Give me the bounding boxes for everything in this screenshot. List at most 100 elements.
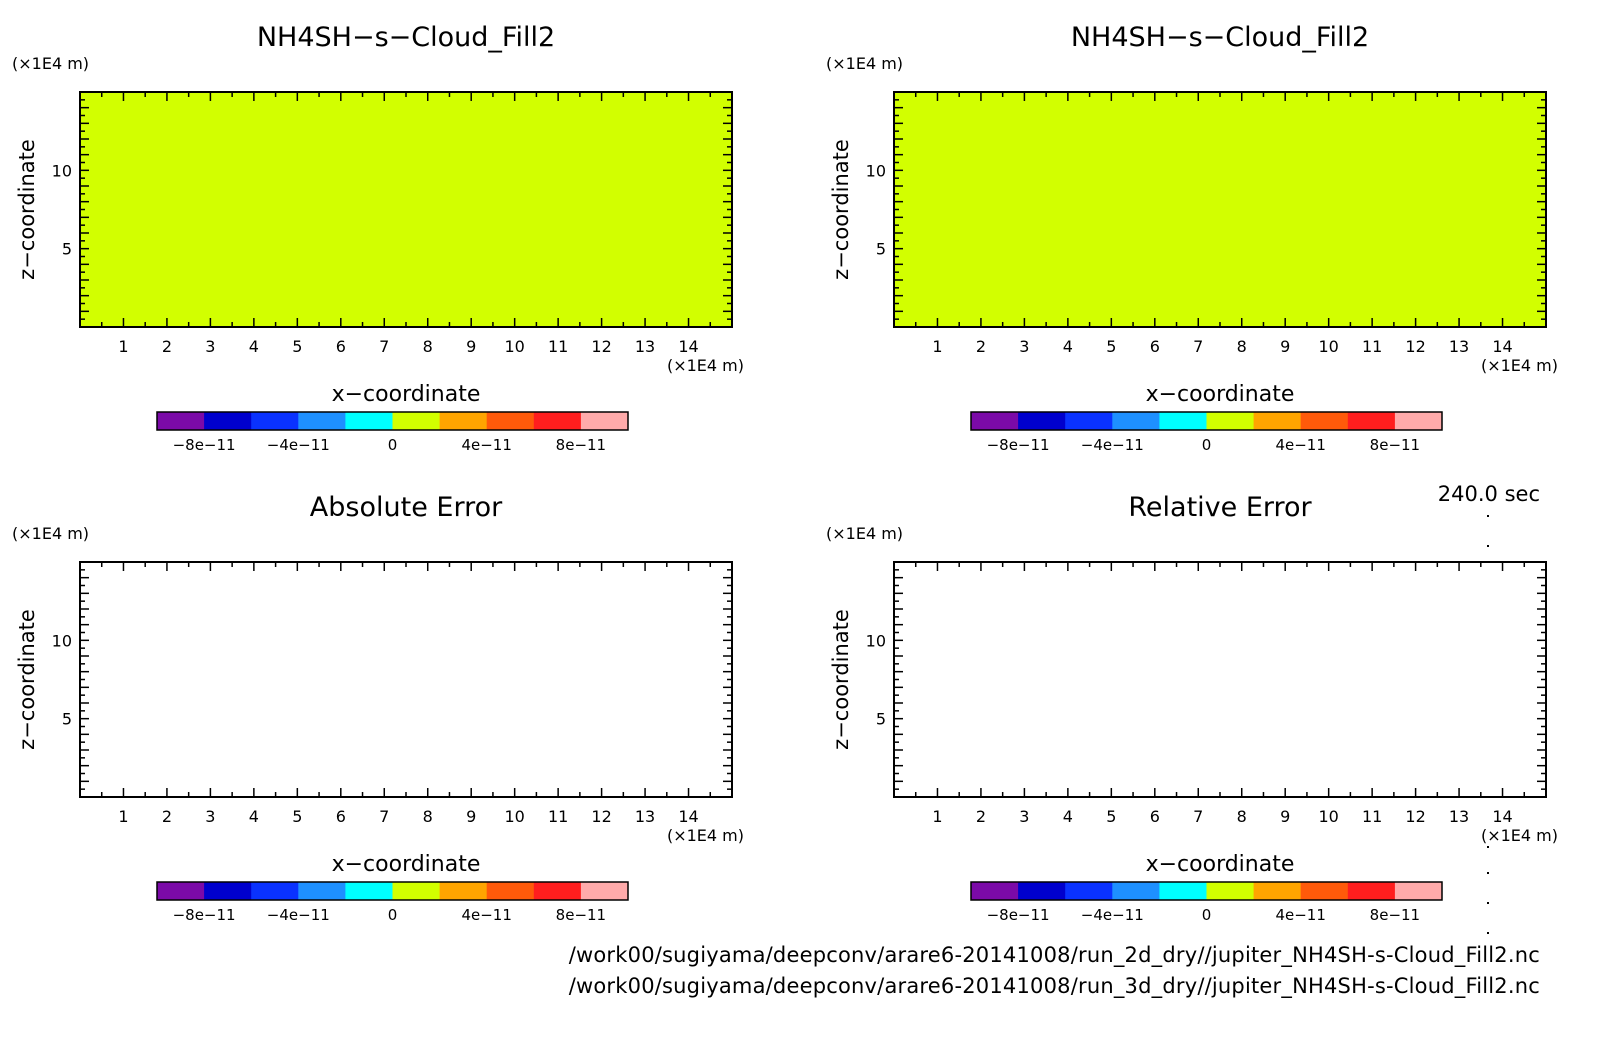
y-tick-label: 5 [876, 710, 886, 729]
x-tick-label: 8 [423, 807, 433, 826]
x-tick-label: 10 [1318, 807, 1338, 826]
x-tick-label: 1 [932, 807, 942, 826]
colorbar-swatch [533, 882, 582, 900]
colorbar-swatch [580, 412, 629, 430]
x-tick-label: 11 [1362, 807, 1382, 826]
colorbar-tick-label: 0 [388, 906, 398, 924]
colorbar-swatch [580, 882, 629, 900]
colorbar-swatch [1300, 882, 1349, 900]
x-axis-label: x−coordinate [1146, 852, 1295, 877]
x-tick-label: 13 [1449, 337, 1469, 356]
colorbar-swatch [1112, 882, 1160, 900]
panel-title: NH4SH−s−Cloud_Fill2 [1071, 22, 1369, 53]
colorbar-swatch [439, 882, 488, 900]
x-tick-label: 10 [504, 337, 524, 356]
panel-title: NH4SH−s−Cloud_Fill2 [257, 22, 555, 53]
x-tick-label: 11 [548, 807, 568, 826]
x-tick-label: 3 [1019, 337, 1029, 356]
x-tick-label: 5 [292, 807, 302, 826]
x-tick-label: 13 [1449, 807, 1469, 826]
x-tick-label: 8 [423, 337, 433, 356]
margin-dot [1487, 902, 1489, 904]
x-tick-label: 8 [1237, 337, 1247, 356]
panel-title: Absolute Error [310, 492, 503, 523]
margin-dot [1487, 515, 1489, 517]
x-tick-label: 7 [1193, 807, 1203, 826]
x-tick-label: 4 [249, 807, 259, 826]
colorbar-swatch [1018, 412, 1066, 430]
file-path-3d: /work00/sugiyama/deepconv/arare6-2014100… [568, 974, 1540, 998]
colorbar-swatch [1206, 412, 1255, 430]
x-tick-label: 14 [678, 807, 698, 826]
colorbar-tick-label: −8e−11 [173, 436, 236, 454]
margin-dot [1487, 846, 1489, 848]
colorbar-tick-label: 4e−11 [1275, 906, 1325, 924]
plot-area [79, 91, 733, 328]
y-tick-label: 10 [866, 161, 886, 180]
colorbar-tick-label: −4e−11 [1081, 906, 1144, 924]
x-axis-label: x−coordinate [332, 382, 481, 407]
colorbar-swatch [204, 412, 252, 430]
colorbar-swatch [392, 412, 441, 430]
x-tick-label: 10 [504, 807, 524, 826]
x-tick-label: 14 [678, 337, 698, 356]
x-axis-label: x−coordinate [1146, 382, 1295, 407]
colorbar-frame [156, 411, 629, 431]
x-tick-label: 1 [118, 807, 128, 826]
x-unit-label: (×1E4 m) [1481, 356, 1558, 375]
colorbar-tick-label: 0 [1202, 436, 1212, 454]
x-tick-label: 12 [591, 337, 611, 356]
file-path-2d: /work00/sugiyama/deepconv/arare6-2014100… [568, 943, 1540, 967]
plot-area [79, 561, 733, 798]
time-label: 240.0 sec [1437, 482, 1540, 506]
x-axis-label: x−coordinate [332, 852, 481, 877]
y-unit-label: (×1E4 m) [12, 54, 89, 73]
colorbar-tick-label: −4e−11 [267, 906, 330, 924]
colorbar-swatch [1065, 412, 1113, 430]
x-tick-label: 7 [379, 337, 389, 356]
y-axis-label: z−coordinate [15, 139, 39, 280]
x-tick-label: 11 [548, 337, 568, 356]
colorbar-tick-label: 8e−11 [556, 436, 606, 454]
colorbar-tick-label: −4e−11 [1081, 436, 1144, 454]
margin-dot [1487, 872, 1489, 874]
x-tick-label: 2 [976, 337, 986, 356]
x-tick-label: 10 [1318, 337, 1338, 356]
y-tick-label: 10 [52, 161, 72, 180]
x-tick-label: 6 [336, 807, 346, 826]
x-tick-label: 14 [1492, 337, 1512, 356]
colorbar-swatch [1253, 412, 1302, 430]
colorbar-swatch [1300, 412, 1349, 430]
x-tick-label: 4 [1063, 807, 1073, 826]
colorbar-swatch [1394, 412, 1443, 430]
colorbar-swatch [298, 412, 346, 430]
colorbar-swatch [1347, 412, 1396, 430]
colorbar-tick-label: −8e−11 [987, 906, 1050, 924]
colorbar-frame [156, 881, 629, 901]
x-tick-label: 5 [1106, 807, 1116, 826]
y-tick-label: 5 [62, 240, 72, 259]
colorbar-swatch [1159, 412, 1207, 430]
y-unit-label: (×1E4 m) [826, 54, 903, 73]
colorbar-swatch [204, 882, 252, 900]
x-tick-label: 3 [205, 807, 215, 826]
colorbar-swatch [1112, 412, 1160, 430]
x-tick-label: 9 [1280, 337, 1290, 356]
x-tick-label: 5 [292, 337, 302, 356]
colorbar-swatch [345, 412, 393, 430]
colorbar-frame [970, 411, 1443, 431]
x-tick-label: 2 [976, 807, 986, 826]
y-tick-label: 10 [866, 631, 886, 650]
colorbar-swatch [157, 412, 205, 430]
x-tick-label: 3 [1019, 807, 1029, 826]
colorbar-tick-label: −8e−11 [173, 906, 236, 924]
colorbar-tick-label: 8e−11 [556, 906, 606, 924]
x-tick-label: 14 [1492, 807, 1512, 826]
x-tick-label: 9 [1280, 807, 1290, 826]
x-tick-label: 1 [932, 337, 942, 356]
colorbar-swatch [1394, 882, 1443, 900]
colorbar-swatch [298, 882, 346, 900]
plot-area [893, 91, 1547, 328]
margin-dot [1487, 545, 1489, 547]
